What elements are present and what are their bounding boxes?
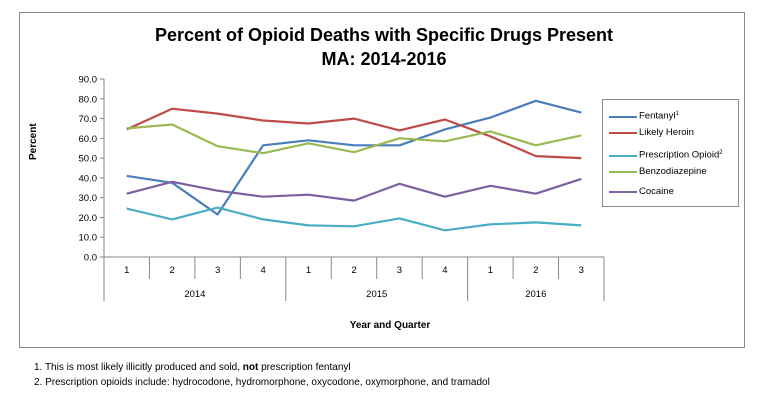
x-tick-label-quarter: 3	[215, 265, 220, 276]
y-tick-label: 70.0	[79, 114, 98, 125]
x-tick-label-quarter: 4	[442, 265, 447, 276]
x-tick-label-quarter: 2	[170, 265, 175, 276]
y-tick-label: 90.0	[79, 75, 98, 86]
legend: Fentanyl1 Likely Heroin Prescription Opi…	[602, 99, 739, 207]
x-tick-label-quarter: 2	[351, 265, 356, 276]
chart-title: Percent of Opioid Deaths with Specific D…	[154, 25, 614, 45]
chart-subtitle: MA: 2014-2016	[321, 49, 447, 69]
y-tick-label: 40.0	[79, 173, 98, 184]
legend-swatch	[609, 154, 637, 157]
legend-label: Likely Heroin	[639, 127, 694, 138]
y-tick-label: 0.0	[84, 253, 97, 264]
legend-footnote-marker: 2	[719, 150, 723, 156]
footnote-1: 1. This is most likely illicitly produce…	[34, 362, 351, 373]
x-tick-label-year: 2016	[525, 289, 546, 300]
y-tick-label: 80.0	[79, 94, 98, 105]
x-tick-label-quarter: 4	[260, 265, 265, 276]
x-tick-label-quarter: 3	[397, 265, 402, 276]
series-lines	[126, 99, 582, 232]
legend-label: Benzodiazepine	[639, 166, 707, 177]
x-axis-label: Year and Quarter	[349, 320, 431, 331]
legend-swatch	[609, 132, 637, 134]
x-tick-label-quarter: 3	[579, 265, 584, 276]
legend-swatch	[609, 191, 637, 193]
legend-item-benzodiazepine: Benzodiazepine	[609, 165, 707, 179]
legend-label: Prescription Opioid	[639, 149, 720, 161]
x-tick-label-quarter: 1	[306, 265, 311, 276]
legend-item-cocaine: Cocaine	[609, 185, 674, 199]
x-tick-label-year: 2015	[366, 289, 387, 300]
y-tick-label: 10.0	[79, 233, 98, 244]
series-line-cocaine	[126, 177, 582, 202]
legend-swatch	[609, 115, 637, 118]
legend-item-prescription-opioid: Prescription Opioid2	[609, 146, 723, 161]
tick-labels: 0.0 10.0 20.0 30.0 40.0 50.0 60.0 70.0 80.0 90.0 1…	[79, 75, 584, 301]
series-line-fentanyl	[126, 99, 582, 216]
y-tick-label: 30.0	[79, 193, 98, 204]
legend-swatch	[609, 171, 637, 173]
x-tick-label-quarter: 1	[488, 265, 493, 276]
series-line-benzodiazepine	[126, 123, 582, 155]
footnote-2: 2. Prescription opioids include: hydroco…	[34, 377, 490, 388]
legend-footnote-marker: 1	[675, 111, 679, 117]
axes	[100, 78, 605, 301]
legend-label: Fentanyl	[639, 110, 676, 122]
legend-item-fentanyl: Fentanyl1	[609, 107, 679, 122]
footnotes: 1. This is most likely illicitly produce…	[34, 360, 490, 390]
y-axis-label: Percent	[28, 123, 39, 160]
x-tick-label-year: 2014	[184, 289, 205, 300]
series-line-prescription-opioid	[126, 206, 582, 232]
y-tick-label: 20.0	[79, 213, 98, 224]
x-tick-label-quarter: 1	[124, 265, 129, 276]
y-tick-label: 50.0	[79, 154, 98, 165]
x-tick-label-quarter: 2	[533, 265, 538, 276]
series-line-likely-heroin	[126, 107, 582, 160]
legend-label: Cocaine	[639, 186, 674, 197]
legend-item-likely-heroin: Likely Heroin	[609, 126, 694, 140]
y-tick-label: 60.0	[79, 134, 98, 145]
